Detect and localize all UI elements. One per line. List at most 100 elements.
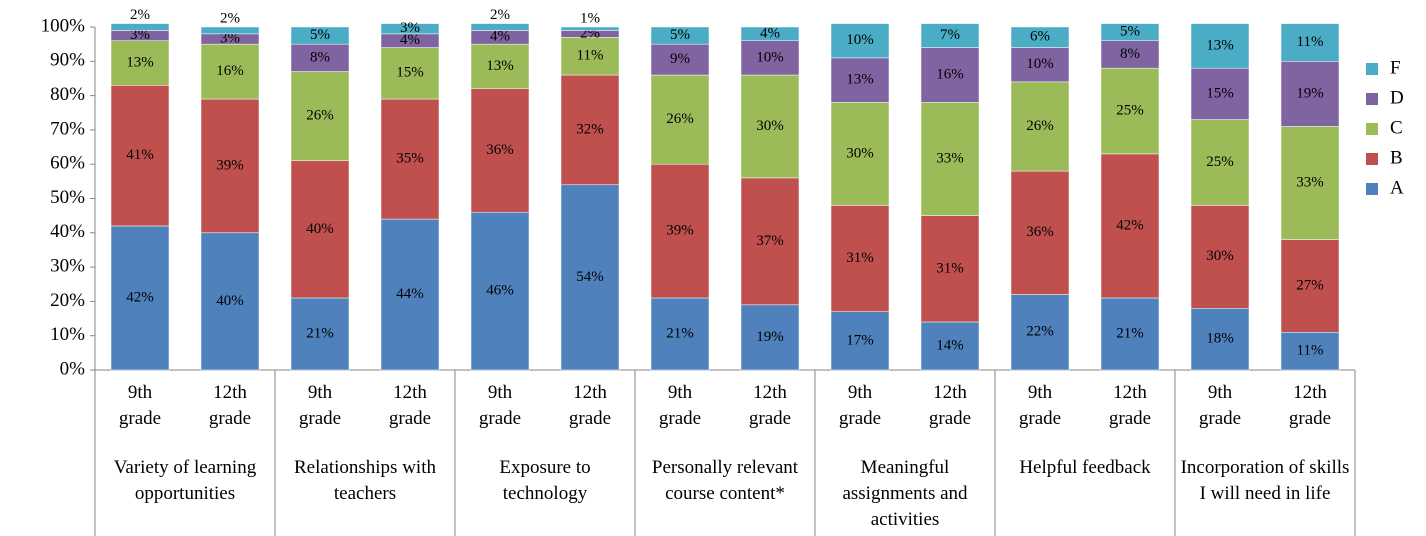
data-label: 10%	[756, 49, 784, 65]
data-label: 25%	[1206, 154, 1234, 170]
group-label: Incorporation of skills I will need in l…	[1180, 457, 1350, 504]
data-label: 27%	[1296, 277, 1324, 293]
legend-swatch	[1366, 183, 1378, 195]
data-label: 5%	[670, 27, 690, 43]
data-label: 33%	[1296, 175, 1324, 191]
bar-segment	[920, 102, 980, 216]
bar-segment	[200, 98, 260, 234]
bar-segment	[1010, 81, 1070, 172]
bar-segment	[650, 26, 710, 45]
y-tick-label: 90%	[50, 50, 85, 71]
data-label: 13%	[486, 58, 514, 74]
legend-swatch	[1366, 123, 1378, 135]
data-label: 41%	[126, 147, 154, 163]
legend-label: B	[1390, 147, 1403, 168]
bar-segment	[560, 37, 620, 76]
x-tick-label: 12th grade	[568, 382, 612, 429]
bar-segment	[920, 215, 980, 323]
data-label: 35%	[396, 150, 424, 166]
data-label: 39%	[216, 157, 244, 173]
group-label: Personally relevant course content*	[651, 457, 799, 504]
data-label: 10%	[1026, 56, 1054, 72]
data-label: 21%	[306, 325, 334, 341]
data-label: 8%	[310, 49, 330, 65]
bar-segment	[110, 225, 170, 371]
data-label: 40%	[306, 221, 334, 237]
bar-segment	[110, 85, 170, 227]
data-label: 19%	[1296, 85, 1324, 101]
data-label: 42%	[1116, 217, 1144, 233]
bar-segment	[290, 160, 350, 299]
bar-segment	[1100, 297, 1160, 371]
data-label: 2%	[220, 10, 240, 26]
bar-segment	[740, 26, 800, 41]
bar-segment	[740, 40, 800, 76]
data-label: 6%	[1030, 29, 1050, 45]
data-label: 31%	[936, 260, 964, 276]
data-label: 37%	[756, 233, 784, 249]
data-label: 10%	[846, 32, 874, 48]
bar-segment	[650, 43, 710, 76]
data-label: 13%	[846, 72, 874, 88]
x-tick-label: 12th grade	[1108, 382, 1152, 429]
y-tick-label: 0%	[60, 358, 86, 379]
bar-segment	[290, 297, 350, 371]
x-tick-label: 9th grade	[1198, 382, 1242, 429]
bar-segment	[1100, 23, 1160, 41]
bar-segment	[920, 47, 980, 103]
data-label: 4%	[490, 29, 510, 45]
bar-segment	[290, 71, 350, 162]
data-label: 39%	[666, 223, 694, 239]
data-label: 25%	[1116, 102, 1144, 118]
data-label: 54%	[576, 269, 604, 285]
data-label: 2%	[490, 7, 510, 23]
x-tick-label: 9th grade	[478, 382, 522, 429]
data-label: 3%	[130, 27, 150, 43]
y-tick-label: 40%	[50, 221, 85, 242]
x-tick-label: 9th grade	[838, 382, 882, 429]
x-tick-label: 12th grade	[748, 382, 792, 429]
x-tick-label: 12th grade	[928, 382, 972, 429]
bar-segment	[1100, 40, 1160, 69]
data-label: 11%	[1297, 34, 1324, 50]
data-label: 36%	[1026, 224, 1054, 240]
y-tick-label: 20%	[50, 290, 85, 311]
data-label: 5%	[310, 27, 330, 43]
bar-segment	[110, 23, 170, 31]
y-tick-label: 80%	[50, 84, 85, 105]
bar-segment	[380, 47, 440, 100]
bar-segment	[290, 43, 350, 72]
x-tick-label: 9th grade	[118, 382, 162, 429]
bar-segment	[1010, 294, 1070, 371]
bar-segment	[650, 74, 710, 165]
bar-segment	[470, 211, 530, 371]
group-label: Meaningful assignments and activities	[842, 457, 968, 530]
bar-segment	[560, 184, 620, 371]
data-label: 30%	[1206, 248, 1234, 264]
bar-segment	[1280, 332, 1340, 371]
bar-segment	[1280, 23, 1340, 62]
legend-label: D	[1390, 87, 1404, 108]
bar-segment	[1280, 61, 1340, 127]
x-tick-label: 9th grade	[298, 382, 342, 429]
data-label: 26%	[666, 111, 694, 127]
legend-label: C	[1390, 117, 1403, 138]
data-label: 3%	[400, 20, 420, 36]
y-tick-label: 30%	[50, 255, 85, 276]
bar-segment	[1190, 308, 1250, 371]
data-label: 15%	[1206, 85, 1234, 101]
data-label: 11%	[1297, 343, 1324, 359]
data-label: 42%	[126, 289, 154, 305]
data-label: 30%	[846, 145, 874, 161]
data-label: 17%	[846, 332, 874, 348]
data-label: 14%	[936, 337, 964, 353]
group-label: Exposure to technology	[499, 457, 591, 504]
bar-segment	[1280, 239, 1340, 333]
data-label: 46%	[486, 283, 514, 299]
data-label: 30%	[756, 118, 784, 134]
data-label: 21%	[1116, 325, 1144, 341]
x-tick-label: 12th grade	[208, 382, 252, 429]
bar-segment	[830, 23, 890, 59]
data-label: 36%	[486, 142, 514, 158]
